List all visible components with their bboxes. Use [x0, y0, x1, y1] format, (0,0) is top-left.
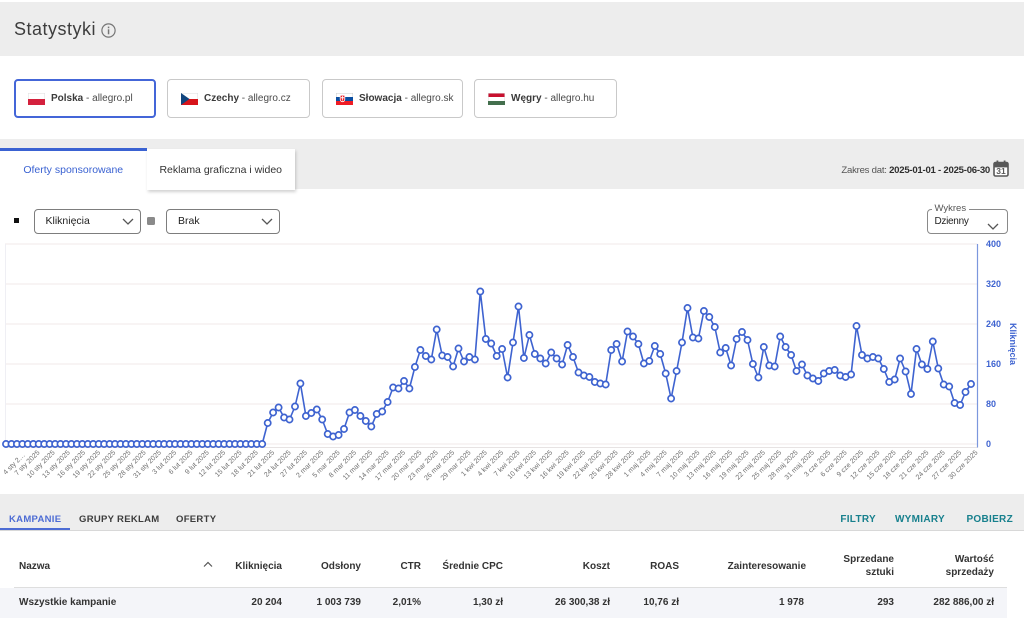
svg-text:160: 160 [986, 359, 1001, 369]
svg-text:400: 400 [986, 240, 1001, 249]
svg-text:80: 80 [986, 399, 996, 409]
svg-text:320: 320 [986, 279, 1001, 289]
svg-text:Kliknięcia: Kliknięcia [1008, 323, 1018, 366]
svg-text:240: 240 [986, 319, 1001, 329]
svg-text:0: 0 [986, 439, 991, 449]
svg-text:31: 31 [996, 166, 1006, 176]
